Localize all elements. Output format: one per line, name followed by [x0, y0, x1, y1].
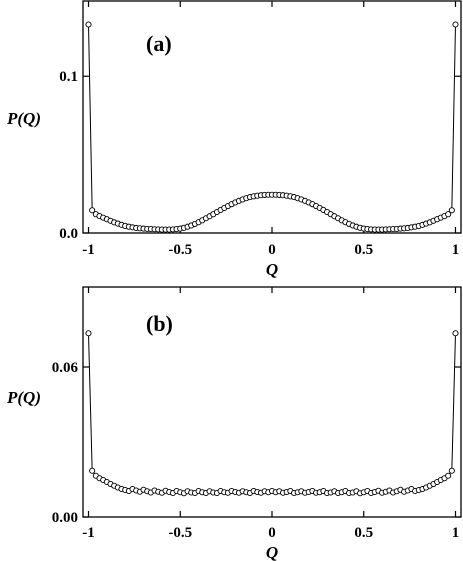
- panel-b-y-ticks: 0.00 0.06: [52, 360, 461, 526]
- panel-a-x-tick-label: -1: [82, 242, 95, 258]
- panel-b-y-tick-label: 0.06: [52, 360, 79, 376]
- panel-b-series: [85, 330, 459, 497]
- panel-b-data-point: [89, 467, 96, 474]
- panel-a-data-point: [89, 207, 96, 214]
- panel-a-data-point: [452, 21, 459, 28]
- panel-a-x-axis-label: Q: [266, 260, 278, 279]
- panel-a-y-tick-label: 0.0: [59, 226, 78, 242]
- panel-a-data-point: [448, 207, 455, 214]
- panel-a-chart: (a) P(Q) Q -1 -0.5 0 0.5 1 0.0 0.1: [6, 0, 462, 279]
- panel-a-data-point: [445, 211, 452, 218]
- panel-a-x-tick-label: 1: [452, 242, 460, 258]
- panel-b-x-axis-label: Q: [266, 543, 278, 561]
- panel-b-data-point: [85, 330, 92, 337]
- panel-a-data-point: [85, 21, 92, 28]
- panel-b-x-tick-label: -1: [82, 525, 95, 541]
- panel-b-data-point: [452, 330, 459, 337]
- panel-a-plot-area: [82, 0, 462, 234]
- panel-b-x-tick-label: 0: [268, 525, 276, 541]
- panel-a-x-tick-label: 0.5: [354, 242, 373, 258]
- panel-b-y-axis-label: P(Q): [6, 388, 41, 407]
- panel-a-series: [85, 21, 459, 233]
- panel-a-x-ticks: -1 -0.5 0 0.5 1: [82, 1, 459, 258]
- panel-b-x-tick-label: 0.5: [354, 525, 373, 541]
- panel-a-series-line: [88, 24, 456, 231]
- panel-a-x-tick-label: -0.5: [168, 242, 192, 258]
- panel-b-x-ticks: -1 -0.5 0 0.5 1: [82, 287, 459, 541]
- panel-b-plot-area: [82, 286, 462, 518]
- panel-a-y-axis-label: P(Q): [6, 109, 41, 128]
- panel-b-series-line: [88, 333, 456, 494]
- panel-a-y-ticks: 0.0 0.1: [59, 69, 461, 242]
- panel-b-data-point: [445, 472, 452, 479]
- panel-a-label: (a): [146, 31, 172, 56]
- panel-b-chart: (b) P(Q) Q -1 -0.5 0 0.5 1 0.00 0.06: [6, 286, 462, 561]
- panel-b-label: (b): [146, 311, 173, 336]
- panel-b-y-tick-label: 0.00: [52, 510, 78, 526]
- panel-b-x-tick-label: -0.5: [168, 525, 192, 541]
- panel-b-x-tick-label: 1: [452, 525, 460, 541]
- panel-a-y-tick-label: 0.1: [59, 69, 78, 85]
- panel-a-x-tick-label: 0: [268, 242, 276, 258]
- panel-b-data-point: [448, 467, 455, 474]
